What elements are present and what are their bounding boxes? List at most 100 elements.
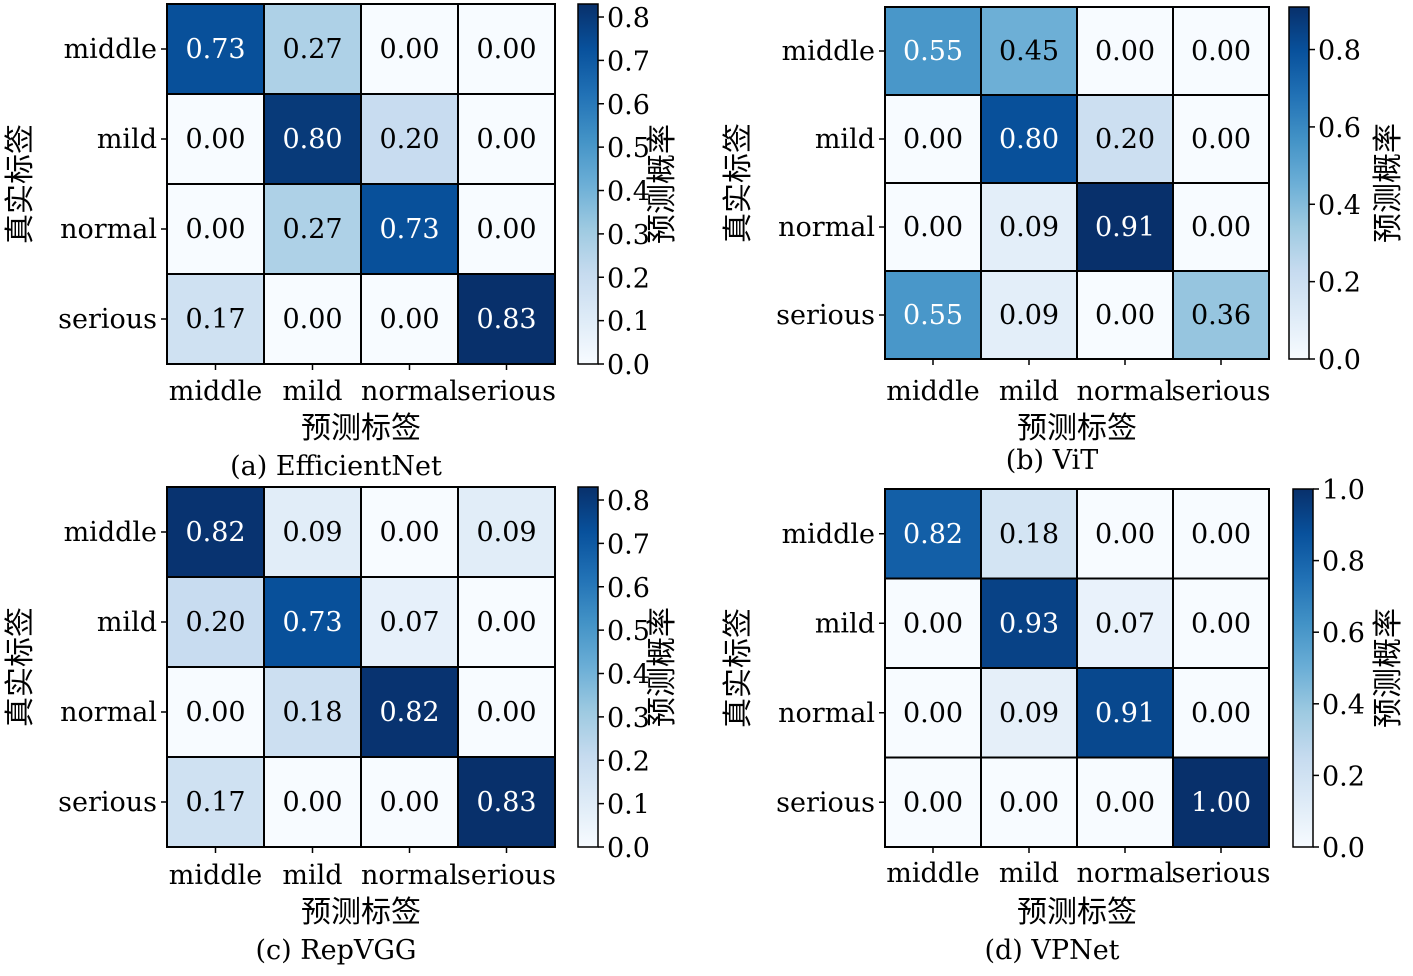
heatmap-cell bbox=[1076, 488, 1174, 580]
cell-value-label: 0.07 bbox=[379, 607, 439, 638]
colorbar bbox=[577, 486, 599, 848]
colorbar-tick-label: 0.6 bbox=[1322, 618, 1365, 649]
colorbar-tick-label: 0.0 bbox=[1318, 345, 1361, 376]
cell-value-label: 0.20 bbox=[185, 607, 245, 638]
x-tick-label: serious bbox=[1172, 858, 1271, 889]
panel-caption: (a) EfficientNet bbox=[230, 451, 442, 482]
heatmap-cell bbox=[360, 576, 459, 668]
heatmap-cell bbox=[166, 666, 265, 758]
heatmap-cell bbox=[263, 93, 362, 185]
y-tick-label: mild bbox=[97, 124, 157, 155]
colorbar-tick-label: 0.3 bbox=[607, 220, 650, 251]
y-axis-label: 真实标签 bbox=[721, 608, 756, 728]
heatmap-cell bbox=[263, 666, 362, 758]
y-tick-label: serious bbox=[776, 787, 875, 818]
heatmap-cell bbox=[166, 3, 265, 95]
heatmap-cell bbox=[1172, 756, 1270, 848]
heatmap-cell bbox=[1172, 577, 1270, 669]
cell-value-label: 0.00 bbox=[903, 787, 963, 818]
heatmap-cell bbox=[980, 667, 1078, 759]
x-tick-label: middle bbox=[169, 860, 262, 891]
heatmap-frame bbox=[884, 6, 1270, 360]
cell-value-label: 0.00 bbox=[476, 697, 536, 728]
y-tick-label: normal bbox=[778, 698, 875, 729]
heatmap-cell bbox=[1076, 182, 1174, 272]
cell-value-label: 0.18 bbox=[999, 519, 1059, 550]
cell-value-label: 0.45 bbox=[999, 36, 1059, 67]
cell-value-label: 0.00 bbox=[476, 214, 536, 245]
x-axis-label: 预测标签 bbox=[301, 411, 421, 446]
cell-value-label: 0.73 bbox=[379, 214, 439, 245]
panel-2: 0.55 0.45 0.00 0.00 0.00 0.80 0.20 0.00 0.00 0.09… bbox=[721, 6, 1406, 476]
y-tick-label: serious bbox=[58, 787, 157, 818]
y-tick-label: normal bbox=[60, 214, 157, 245]
cell-value-label: 0.82 bbox=[379, 697, 439, 728]
cell-value-label: 0.27 bbox=[282, 214, 342, 245]
cell-value-label: 0.00 bbox=[379, 34, 439, 65]
heatmap-cell bbox=[457, 183, 556, 275]
cell-value-label: 0.83 bbox=[476, 787, 536, 818]
colorbar-tick-label: 0.4 bbox=[1318, 190, 1361, 221]
cell-value-label: 0.91 bbox=[1095, 698, 1155, 729]
heatmap-cell bbox=[1172, 94, 1270, 184]
cell-value-label: 0.73 bbox=[282, 607, 342, 638]
heatmap-cell bbox=[263, 576, 362, 668]
colorbar bbox=[577, 3, 599, 365]
cell-value-label: 0.00 bbox=[185, 214, 245, 245]
cell-value-label: 0.17 bbox=[185, 787, 245, 818]
colorbar bbox=[1292, 488, 1314, 848]
heatmap-cell bbox=[166, 576, 265, 668]
panel-1: 0.73 0.27 0.00 0.00 0.00 0.80 0.20 0.00 0.00 0.27… bbox=[3, 3, 680, 482]
y-tick-label: serious bbox=[776, 300, 875, 331]
heatmap-cell bbox=[1172, 270, 1270, 360]
colorbar-tick-label: 0.4 bbox=[607, 660, 650, 691]
y-tick-label: mild bbox=[815, 124, 875, 155]
cell-value-label: 0.00 bbox=[379, 787, 439, 818]
cell-value-label: 0.09 bbox=[999, 212, 1059, 243]
cell-value-label: 0.00 bbox=[476, 607, 536, 638]
colorbar-tick-label: 0.2 bbox=[607, 263, 650, 294]
x-tick-label: normal bbox=[1077, 858, 1174, 889]
cell-value-label: 0.17 bbox=[185, 304, 245, 335]
colorbar-tick-label: 1.0 bbox=[1322, 475, 1365, 506]
panel-caption: (b) ViT bbox=[1006, 445, 1099, 476]
cell-value-label: 0.00 bbox=[1191, 608, 1251, 639]
colorbar-tick-label: 0.0 bbox=[607, 833, 650, 864]
heatmap-cell bbox=[263, 486, 362, 578]
heatmap-cell bbox=[1076, 94, 1174, 184]
x-tick-label: mild bbox=[999, 858, 1059, 889]
x-tick-label: middle bbox=[886, 376, 979, 407]
cell-value-label: 1.00 bbox=[1191, 787, 1251, 818]
colorbar-tick-label: 0.0 bbox=[1322, 833, 1365, 864]
colorbar-tick-label: 0.7 bbox=[607, 46, 650, 77]
x-tick-label: serious bbox=[457, 376, 556, 407]
heatmap-cell bbox=[360, 756, 459, 848]
heatmap-cell bbox=[884, 488, 982, 580]
cell-value-label: 0.82 bbox=[903, 519, 963, 550]
y-axis-label: 真实标签 bbox=[3, 124, 38, 244]
x-tick-label: normal bbox=[361, 376, 458, 407]
cell-value-label: 0.00 bbox=[903, 212, 963, 243]
cell-value-label: 0.82 bbox=[185, 517, 245, 548]
heatmap-cell bbox=[980, 270, 1078, 360]
cell-value-label: 0.00 bbox=[1191, 36, 1251, 67]
colorbar-tick-label: 0.2 bbox=[607, 746, 650, 777]
x-tick-label: serious bbox=[1172, 376, 1271, 407]
cell-value-label: 0.36 bbox=[1191, 300, 1251, 331]
heatmap-cell bbox=[884, 756, 982, 848]
x-tick-label: normal bbox=[361, 860, 458, 891]
y-tick-label: mild bbox=[815, 608, 875, 639]
colorbar-tick-label: 0.4 bbox=[607, 177, 650, 208]
cell-value-label: 0.09 bbox=[999, 300, 1059, 331]
colorbar-tick-label: 0.8 bbox=[607, 486, 650, 517]
y-tick-label: normal bbox=[778, 212, 875, 243]
cell-value-label: 0.55 bbox=[903, 300, 963, 331]
colorbar-tick-label: 0.7 bbox=[607, 529, 650, 560]
heatmap-frame bbox=[166, 3, 556, 365]
cell-value-label: 0.00 bbox=[1095, 300, 1155, 331]
cell-value-label: 0.00 bbox=[379, 517, 439, 548]
colorbar bbox=[1288, 6, 1310, 360]
x-axis-label: 预测标签 bbox=[1017, 411, 1137, 446]
cell-value-label: 0.00 bbox=[1191, 124, 1251, 155]
x-tick-label: mild bbox=[282, 376, 342, 407]
